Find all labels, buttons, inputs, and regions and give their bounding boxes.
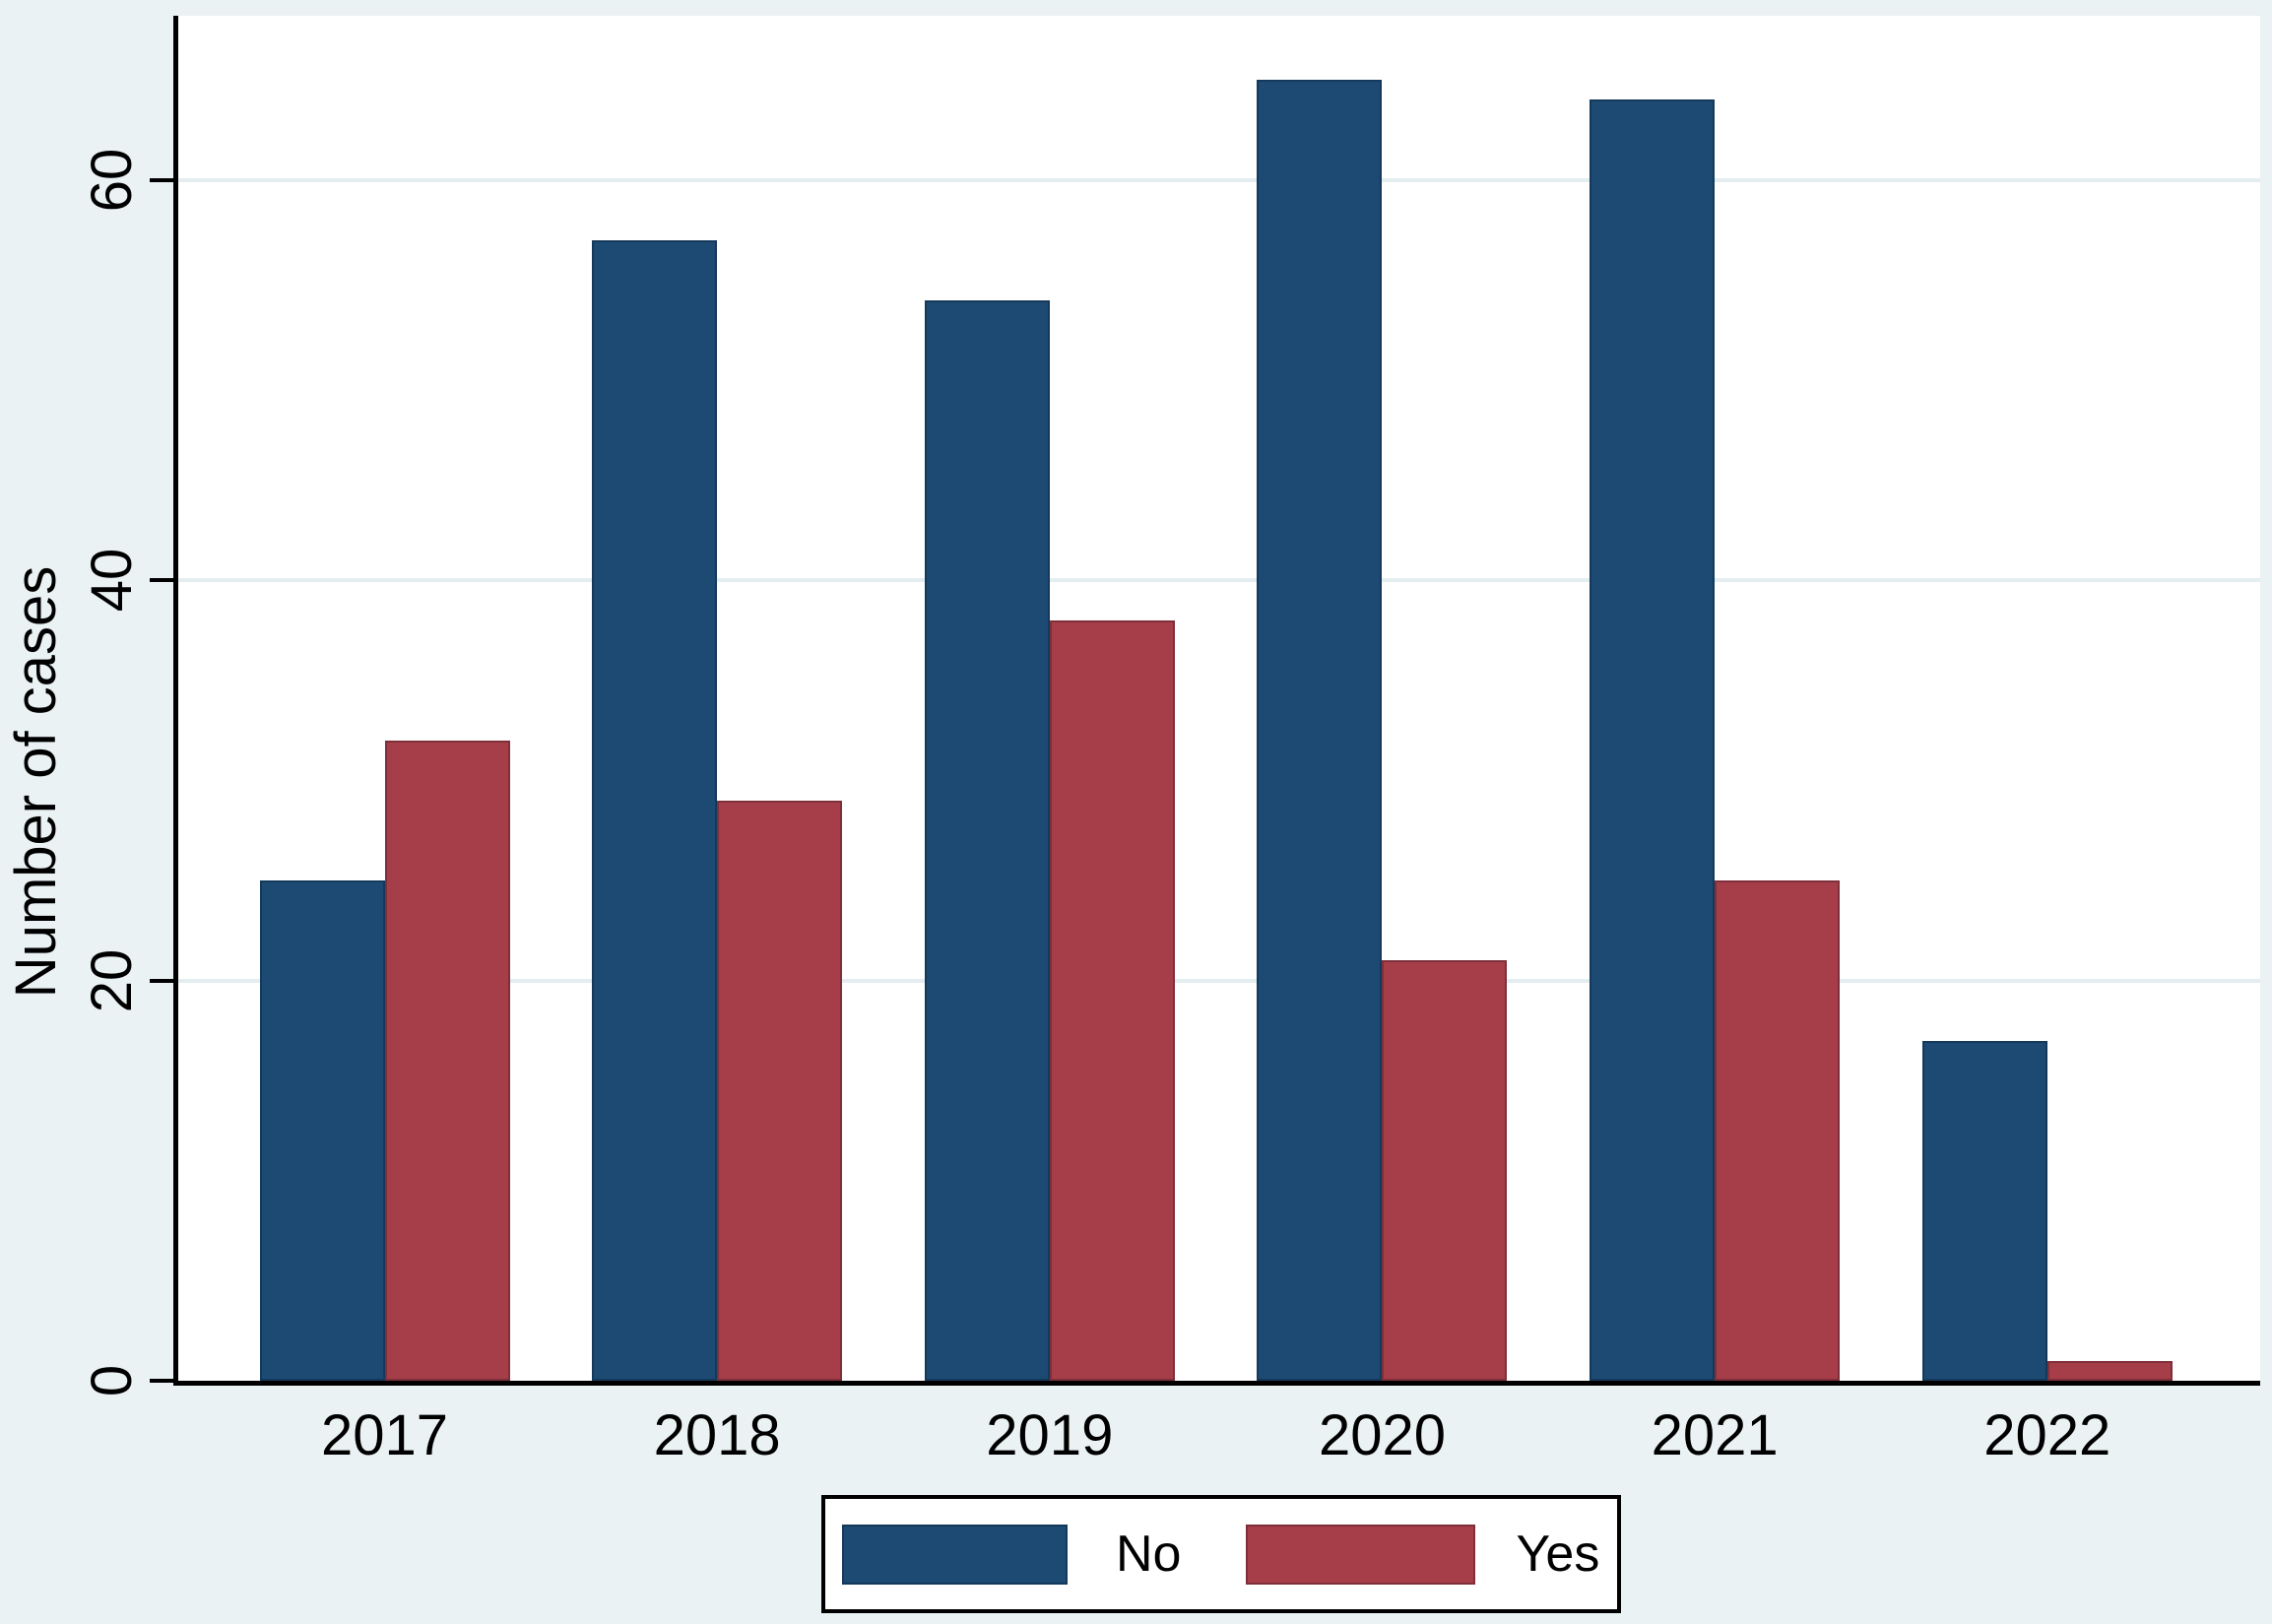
legend-swatch-no (842, 1524, 1068, 1585)
bar-2020-yes (1382, 960, 1508, 1381)
bar-2017-no (259, 879, 385, 1381)
bar-2021-no (1590, 99, 1716, 1381)
bar-2018-yes (717, 800, 843, 1381)
legend-swatch-yes (1246, 1524, 1476, 1585)
bar-2021-yes (1715, 879, 1841, 1381)
x-tick-label-2020: 2020 (1318, 1403, 1446, 1467)
x-tick-label-2022: 2022 (1983, 1403, 2111, 1467)
bar-2017-yes (384, 740, 510, 1381)
y-tick-label-0: 0 (79, 1364, 144, 1397)
y-tick-40 (150, 578, 175, 583)
y-tick-60 (150, 177, 175, 182)
x-tick-label-2018: 2018 (653, 1403, 781, 1467)
bar-2022-no (1921, 1040, 2047, 1381)
gridline-y-20 (178, 978, 2260, 983)
plot-area (178, 16, 2260, 1381)
y-axis-title: Number of cases (3, 565, 68, 999)
bar-2020-no (1257, 80, 1383, 1381)
legend: No Yes (821, 1495, 1621, 1613)
bar-2022-yes (2046, 1360, 2173, 1381)
gridline-y-60 (178, 177, 2260, 182)
legend-label-yes: Yes (1516, 1526, 1600, 1583)
y-axis-line (173, 16, 178, 1386)
bar-2019-no (924, 299, 1050, 1381)
bar-2018-no (592, 239, 718, 1381)
y-tick-label-60: 60 (79, 148, 144, 212)
x-axis-line (173, 1381, 2260, 1386)
y-tick-20 (150, 978, 175, 983)
gridline-y-40 (178, 578, 2260, 583)
bar-2019-yes (1049, 619, 1175, 1381)
y-tick-0 (150, 1379, 175, 1383)
legend-label-no: No (1116, 1526, 1182, 1583)
x-tick-label-2017: 2017 (320, 1403, 449, 1467)
x-tick-label-2021: 2021 (1651, 1403, 1779, 1467)
x-tick-label-2019: 2019 (986, 1403, 1114, 1467)
